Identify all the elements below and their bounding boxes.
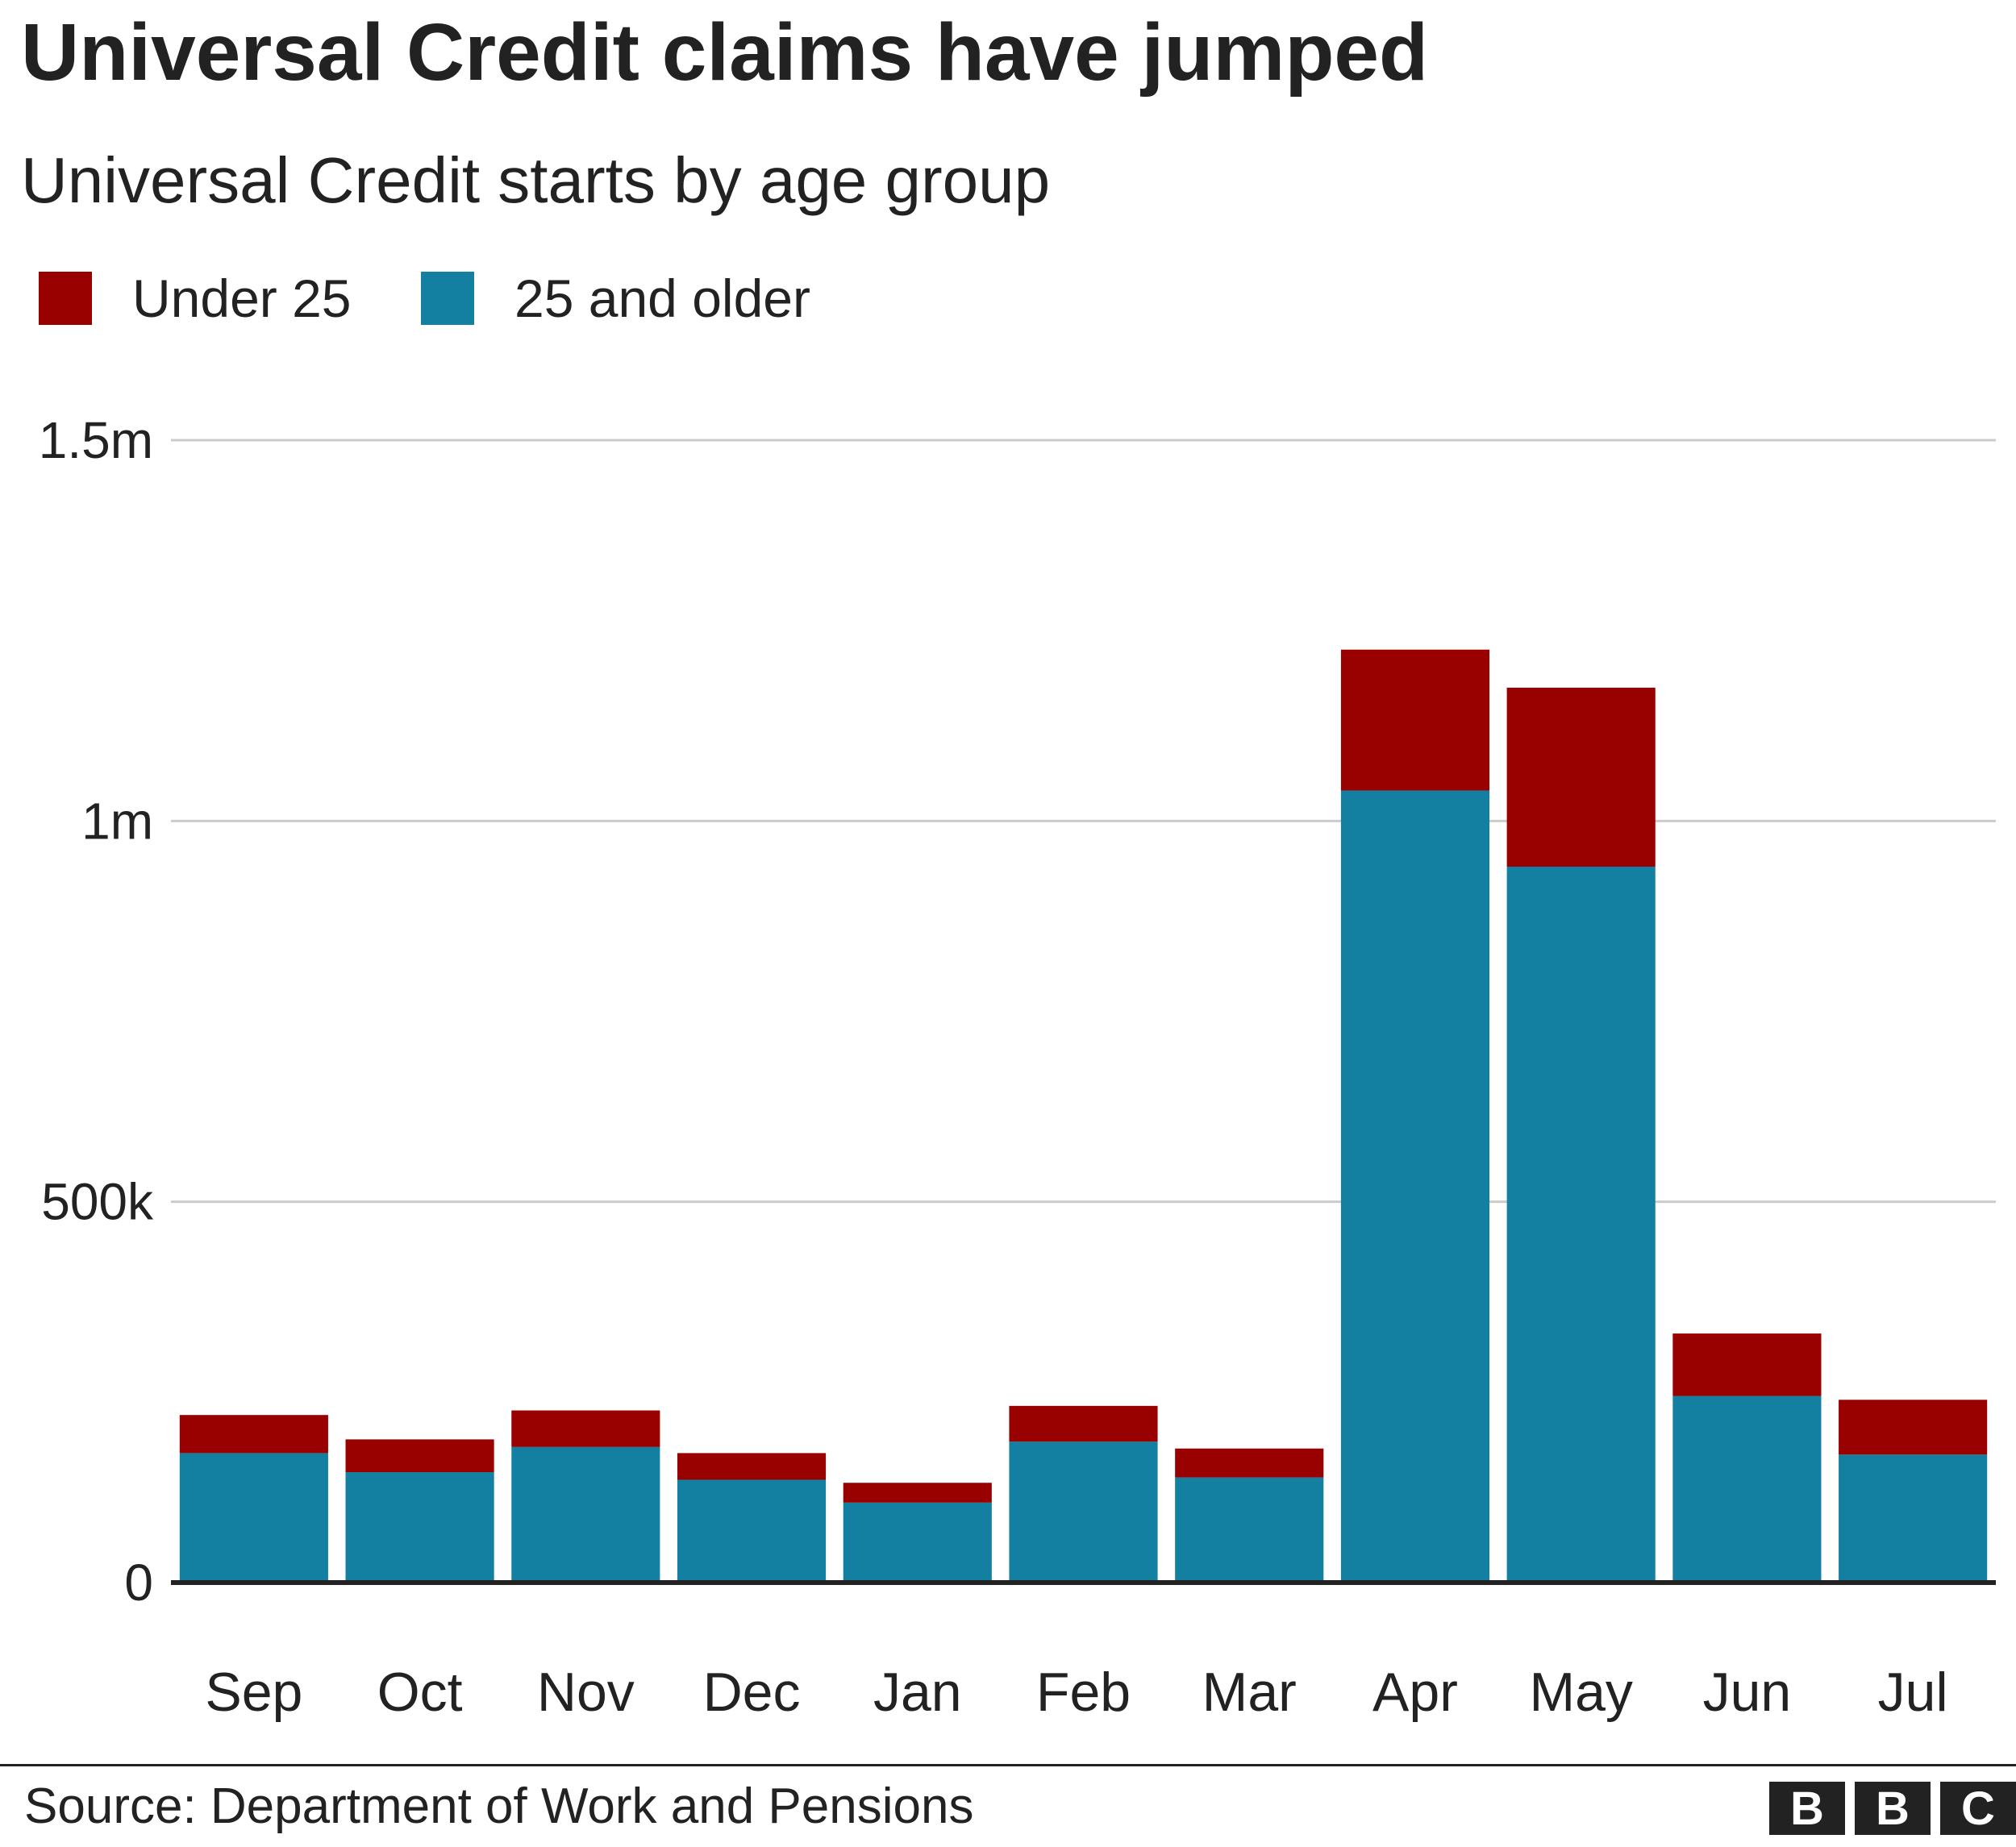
bar-nov-under-25: [511, 1410, 660, 1447]
y-tick-label: 0: [124, 1554, 153, 1612]
x-tick-label-oct: Oct: [377, 1662, 463, 1723]
bar-may-25-and-older: [1506, 867, 1656, 1583]
bar-feb-25-and-older: [1009, 1441, 1158, 1583]
bbc-logo: B B C: [1769, 1782, 2016, 1835]
gridlines: [171, 439, 1996, 1204]
bar-jun-25-and-older: [1672, 1396, 1822, 1583]
bars: [179, 649, 1988, 1583]
x-tick-label-jul: Jul: [1878, 1662, 1948, 1723]
x-tick-label-nov: Nov: [537, 1662, 635, 1723]
x-axis-tick-labels: Sep Oct Nov Dec Jan Feb Mar Apr May Jun Jul: [205, 1662, 1947, 1723]
bar-jul-under-25: [1839, 1400, 1988, 1455]
bar-feb-under-25: [1009, 1405, 1158, 1442]
legend-item-under-25: Under 25: [39, 266, 352, 331]
x-tick-label-mar: Mar: [1202, 1662, 1297, 1723]
bar-nov-25-and-older: [511, 1446, 660, 1583]
bar-may-under-25: [1506, 688, 1656, 867]
bar-sep-under-25: [179, 1415, 328, 1454]
bar-jun-under-25: [1672, 1333, 1822, 1396]
legend-swatch-25-and-older: [421, 272, 474, 325]
x-tick-label-feb: Feb: [1036, 1662, 1131, 1723]
bbc-logo-letter-1: B: [1769, 1782, 1845, 1835]
chart-subtitle: Universal Credit starts by age group: [21, 144, 1051, 216]
y-tick-label: 1m: [81, 792, 153, 850]
bar-apr-under-25: [1340, 649, 1490, 791]
bar-apr-25-and-older: [1340, 790, 1490, 1583]
bar-oct-25-and-older: [345, 1472, 494, 1583]
bar-dec-under-25: [677, 1453, 827, 1480]
bar-dec-25-and-older: [677, 1479, 827, 1583]
bar-jan-25-and-older: [843, 1502, 992, 1583]
bbc-logo-letter-2: B: [1855, 1782, 1931, 1835]
chart-title: Universal Credit claims have jumped: [21, 7, 1429, 98]
x-tick-label-dec: Dec: [703, 1662, 801, 1723]
x-tick-label-sep: Sep: [205, 1662, 302, 1723]
bar-mar-25-and-older: [1175, 1477, 1324, 1583]
y-tick-label: 1.5m: [39, 411, 153, 469]
y-tick-label: 500k: [41, 1173, 154, 1231]
bar-jan-under-25: [843, 1483, 992, 1503]
y-axis-tick-labels: 0 500k 1m 1.5m: [39, 411, 154, 1612]
bar-chart: 0 500k 1m 1.5m Sep Oct Nov Dec Jan Feb Mar Apr May J…: [39, 411, 1996, 1723]
footer-divider: [0, 1764, 2016, 1766]
bar-sep-25-and-older: [179, 1453, 328, 1583]
bar-oct-under-25: [345, 1439, 494, 1473]
x-tick-label-apr: Apr: [1372, 1662, 1458, 1723]
x-tick-label-may: May: [1529, 1662, 1632, 1723]
legend-label-under-25: Under 25: [132, 268, 352, 328]
x-tick-label-jan: Jan: [873, 1662, 962, 1723]
x-tick-label-jun: Jun: [1703, 1662, 1792, 1723]
bar-mar-under-25: [1175, 1448, 1324, 1478]
legend-item-25-and-older: 25 and older: [421, 266, 810, 331]
legend-label-25-and-older: 25 and older: [514, 268, 810, 328]
bbc-logo-letter-3: C: [1940, 1782, 2016, 1835]
source-note: Source: Department of Work and Pensions: [24, 1778, 974, 1834]
bar-jul-25-and-older: [1839, 1454, 1988, 1583]
legend-swatch-under-25: [39, 272, 92, 325]
